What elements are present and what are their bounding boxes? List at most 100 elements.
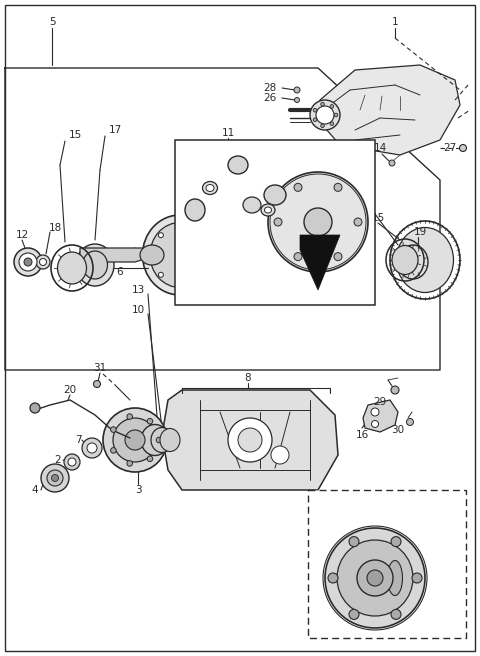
- Ellipse shape: [76, 244, 114, 286]
- Circle shape: [94, 380, 100, 388]
- Circle shape: [389, 160, 395, 166]
- Bar: [175, 140, 375, 305]
- Circle shape: [330, 122, 334, 125]
- Circle shape: [178, 224, 182, 230]
- Ellipse shape: [387, 560, 403, 596]
- Circle shape: [19, 253, 37, 271]
- Circle shape: [313, 118, 317, 121]
- Circle shape: [337, 540, 413, 616]
- Circle shape: [147, 456, 153, 462]
- Circle shape: [357, 560, 393, 596]
- Text: 31: 31: [94, 363, 107, 373]
- Ellipse shape: [160, 428, 180, 451]
- Ellipse shape: [206, 184, 214, 192]
- Circle shape: [412, 573, 422, 583]
- Circle shape: [295, 98, 300, 102]
- Circle shape: [127, 414, 132, 419]
- Circle shape: [371, 408, 379, 416]
- Text: 7: 7: [75, 435, 81, 445]
- Text: 23: 23: [185, 193, 199, 203]
- Circle shape: [321, 124, 324, 127]
- Circle shape: [41, 464, 69, 492]
- Circle shape: [125, 430, 145, 450]
- Circle shape: [294, 87, 300, 93]
- Ellipse shape: [58, 252, 86, 284]
- Circle shape: [349, 609, 359, 619]
- Circle shape: [68, 458, 76, 466]
- Ellipse shape: [150, 222, 210, 287]
- Circle shape: [197, 233, 202, 237]
- Text: 22: 22: [193, 180, 206, 190]
- Polygon shape: [318, 65, 460, 155]
- Circle shape: [407, 419, 413, 426]
- Circle shape: [127, 461, 132, 466]
- Text: 17: 17: [108, 125, 121, 135]
- Text: 28: 28: [264, 83, 276, 93]
- Circle shape: [304, 208, 332, 236]
- FancyBboxPatch shape: [308, 490, 466, 638]
- Circle shape: [47, 470, 63, 486]
- Circle shape: [228, 418, 272, 462]
- Text: 13: 13: [132, 285, 144, 295]
- Circle shape: [113, 418, 157, 462]
- Circle shape: [51, 474, 59, 482]
- Text: 19: 19: [413, 227, 427, 237]
- Circle shape: [156, 437, 162, 443]
- Circle shape: [197, 272, 202, 277]
- Text: 8: 8: [245, 373, 252, 383]
- Circle shape: [459, 144, 467, 152]
- Ellipse shape: [228, 156, 248, 174]
- Circle shape: [334, 113, 338, 117]
- Circle shape: [238, 428, 262, 452]
- Circle shape: [178, 281, 182, 285]
- Circle shape: [110, 427, 116, 432]
- Polygon shape: [363, 400, 398, 432]
- Text: 17: 17: [361, 207, 374, 217]
- Text: 10: 10: [132, 305, 144, 315]
- Text: 11: 11: [221, 128, 235, 138]
- Polygon shape: [80, 248, 153, 262]
- Circle shape: [349, 537, 359, 546]
- Circle shape: [158, 233, 163, 237]
- Text: 2: 2: [55, 455, 61, 465]
- Circle shape: [325, 528, 425, 628]
- Circle shape: [334, 184, 342, 192]
- Text: 12: 12: [15, 230, 29, 240]
- Text: 15: 15: [68, 130, 82, 140]
- Text: 1: 1: [392, 17, 398, 27]
- Circle shape: [372, 420, 379, 428]
- Circle shape: [64, 454, 80, 470]
- Circle shape: [316, 106, 334, 124]
- Ellipse shape: [141, 424, 169, 455]
- Circle shape: [30, 403, 40, 413]
- Circle shape: [310, 100, 340, 130]
- Circle shape: [313, 108, 317, 112]
- Circle shape: [328, 573, 338, 583]
- Text: 27: 27: [444, 143, 456, 153]
- Text: 30: 30: [391, 425, 405, 435]
- Circle shape: [274, 218, 282, 226]
- Ellipse shape: [383, 553, 408, 603]
- Text: 15: 15: [372, 213, 384, 223]
- Ellipse shape: [264, 207, 272, 213]
- Circle shape: [271, 446, 289, 464]
- Circle shape: [103, 408, 167, 472]
- Ellipse shape: [203, 182, 217, 194]
- Ellipse shape: [261, 204, 275, 216]
- Ellipse shape: [143, 215, 217, 295]
- Circle shape: [82, 438, 102, 458]
- Ellipse shape: [83, 251, 108, 279]
- Circle shape: [151, 253, 156, 258]
- Text: 25: 25: [216, 203, 228, 213]
- Ellipse shape: [151, 428, 173, 453]
- Circle shape: [294, 184, 302, 192]
- Text: 20: 20: [63, 385, 77, 395]
- Text: 21: 21: [262, 190, 275, 200]
- Circle shape: [334, 253, 342, 260]
- Ellipse shape: [140, 245, 164, 265]
- Circle shape: [158, 272, 163, 277]
- Circle shape: [391, 537, 401, 546]
- Ellipse shape: [243, 197, 261, 213]
- Circle shape: [36, 255, 50, 269]
- Text: 18: 18: [48, 223, 61, 233]
